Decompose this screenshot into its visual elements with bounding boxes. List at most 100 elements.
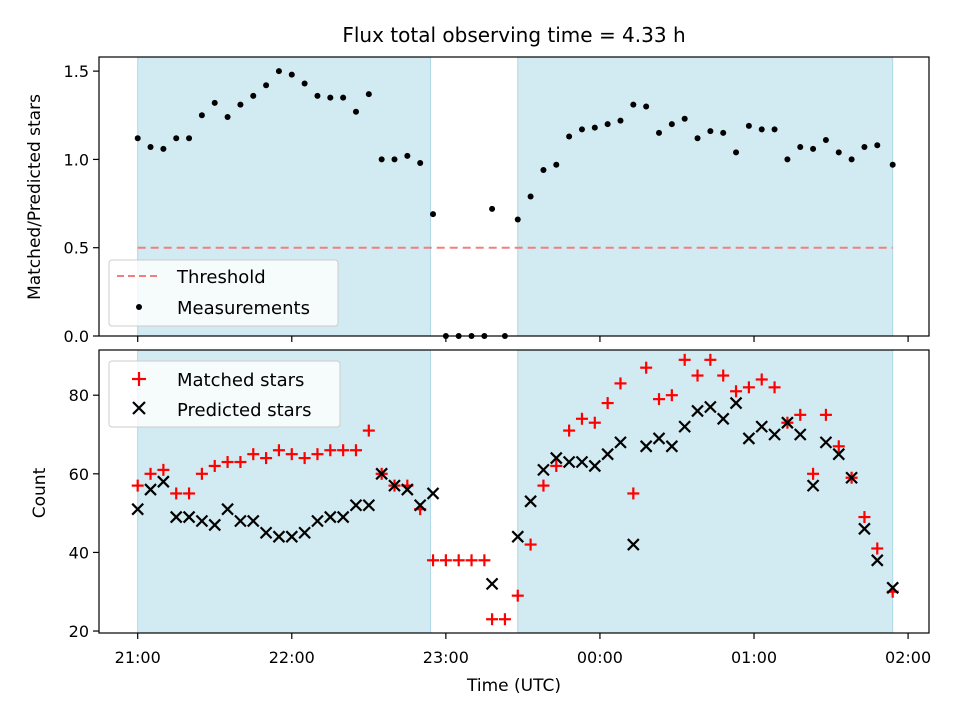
measurement-point-43: [681, 115, 688, 122]
legend-measurements-label: Measurements: [177, 298, 310, 319]
predicted-point-45: [768, 428, 781, 441]
measurement-point-1: [147, 144, 154, 151]
measurement-point-30: [514, 216, 521, 223]
top-y-tick-label-1: 0.5: [64, 239, 89, 258]
legend-predicted-label: Predicted stars: [177, 400, 311, 421]
bottom-y-axis-label: Count: [30, 467, 50, 518]
predicted-point-29: [562, 455, 576, 469]
top-y-ticks: 0.0 0.5 1.0 1.5: [64, 62, 99, 346]
measurement-point-48: [745, 122, 752, 129]
legend-threshold-label: Threshold: [176, 267, 266, 288]
matched-point-1: [144, 467, 157, 480]
bottom-y-tick-label-3: 80: [69, 386, 89, 405]
measurement-point-45: [707, 128, 714, 135]
matched-point-30: [511, 589, 524, 602]
predicted-point-49: [819, 436, 833, 449]
predicted-point-31: [588, 459, 602, 473]
matched-point-38: [614, 377, 627, 390]
measurement-point-40: [643, 103, 650, 110]
measurement-point-53: [810, 145, 817, 152]
measurement-point-19: [378, 156, 385, 163]
bottom-legend: Matched stars Predicted stars: [108, 360, 341, 428]
matched-point-58: [871, 542, 884, 555]
measurement-point-20: [391, 156, 398, 163]
measurement-point-35: [578, 126, 585, 133]
predicted-point-47: [793, 428, 807, 441]
predicted-point-51: [845, 471, 858, 485]
matched-point-24: [439, 554, 452, 567]
predicted-point-16: [336, 510, 350, 524]
predicted-point-30: [575, 455, 589, 469]
predicted-point-28: [550, 451, 563, 465]
matched-point-47: [730, 385, 743, 398]
predicted-point-35: [639, 440, 653, 453]
measurement-point-47: [733, 149, 740, 156]
matched-point-55: [832, 440, 845, 453]
measurement-point-6: [211, 99, 218, 106]
measurement-point-10: [263, 82, 270, 89]
predicted-point-24: [485, 577, 499, 591]
matched-point-9: [247, 448, 260, 461]
measurement-point-2: [160, 145, 167, 152]
measurement-point-52: [797, 144, 804, 151]
bottom-shade-interval-1: [517, 349, 894, 634]
predicted-point-40: [704, 400, 717, 414]
predicted-point-42: [729, 396, 743, 410]
x-axis-label: Time (UTC): [466, 676, 561, 696]
predicted-point-20: [388, 479, 401, 492]
predicted-point-26: [524, 495, 537, 508]
x-tick-label-1: 22:00: [269, 648, 315, 667]
predicted-point-6: [208, 518, 222, 532]
measurement-point-33: [553, 161, 560, 168]
measurement-point-56: [848, 156, 855, 163]
predicted-point-18: [362, 498, 376, 512]
predicted-point-27: [537, 463, 550, 477]
matched-point-8: [234, 456, 247, 469]
predicted-point-21: [401, 483, 414, 496]
matched-point-2: [157, 463, 170, 476]
predicted-point-0: [131, 502, 144, 516]
predicted-point-36: [652, 432, 666, 445]
measurement-point-51: [784, 156, 791, 163]
matched-point-11: [272, 444, 285, 457]
matched-point-37: [601, 397, 614, 410]
x-tick-label-5: 02:00: [885, 648, 931, 667]
measurement-point-8: [237, 101, 244, 108]
top-y-tick-label-0: 0.0: [64, 327, 89, 346]
legend-matched-swatch: [132, 372, 146, 386]
measurement-point-28: [489, 205, 496, 212]
matched-point-4: [183, 487, 196, 500]
matched-point-41: [653, 393, 666, 406]
measurement-point-34: [566, 133, 573, 140]
bottom-x-ticks: 21:00 22:00 23:00 00:00 01:00 02:00: [115, 633, 931, 667]
predicted-point-39: [691, 404, 704, 418]
predicted-point-19: [375, 467, 388, 481]
bottom-shaded-intervals: [137, 349, 894, 634]
predicted-point-25: [511, 530, 525, 543]
matched-point-7: [221, 456, 234, 469]
measurement-point-58: [874, 142, 881, 149]
top-y-tick-label-2: 1.0: [64, 150, 89, 169]
measurement-point-5: [198, 112, 205, 119]
measurement-point-42: [668, 121, 675, 128]
predicted-point-13: [298, 526, 311, 540]
measurement-point-31: [527, 193, 534, 200]
measurement-point-59: [889, 161, 896, 168]
measurement-point-44: [694, 135, 701, 142]
measurement-point-38: [617, 117, 624, 124]
matched-point-10: [260, 452, 273, 465]
predicted-point-4: [182, 510, 196, 524]
matched-point-31: [524, 538, 537, 551]
matched-point-34: [563, 424, 576, 437]
top-legend: Threshold Measurements: [108, 259, 339, 327]
bottom-axes-frame: [98, 349, 930, 634]
top-x-ticks: [137, 336, 909, 342]
predicted-point-7: [221, 502, 234, 516]
x-tick-label-2: 23:00: [423, 648, 469, 667]
matched-point-48: [742, 381, 755, 394]
matched-point-36: [588, 416, 601, 429]
predicted-star-points: [131, 396, 899, 595]
matched-point-40: [640, 361, 653, 374]
